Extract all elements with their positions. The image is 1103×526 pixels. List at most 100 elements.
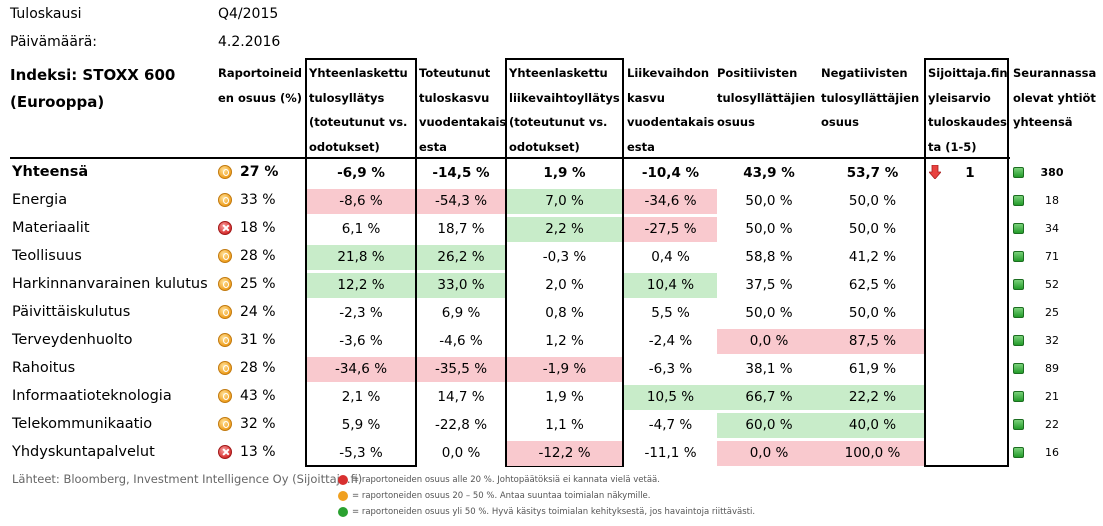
company-count: 71 [1045,250,1059,263]
cell-eps-surprise: -8,6 % [307,189,415,214]
status-orange-icon [218,389,232,403]
cell-rev-growth: -27,5 % [624,217,717,242]
legend-green-dot-icon [338,507,348,517]
reported-share: 33 % [240,192,276,208]
cell-eps-growth: -35,5 % [417,357,505,382]
cell-rev-surprise: 1,9 % [543,165,586,181]
row-label: Terveydenhuolto [12,332,133,348]
company-count: 16 [1045,446,1059,459]
cell-positive: 37,5 % [745,277,793,293]
cell-rev-growth: 5,5 % [651,305,690,321]
status-green-square-icon [1013,195,1024,206]
reported-share: 28 % [240,248,276,264]
header-eps-growth: Toteutunut tuloskasvu vuodentakais esta [419,66,507,154]
status-orange-icon [218,417,232,431]
cell-eps-growth: 0,0 % [441,445,481,461]
legend-red-dot-icon [338,475,348,485]
cell-rev-surprise: 1,1 % [545,417,584,433]
cell-eps-growth: 18,7 % [437,221,485,237]
status-orange-icon [218,277,232,291]
status-green-square-icon [1013,223,1024,234]
cell-eps-surprise: -34,6 % [307,357,415,382]
cell-positive: 66,7 % [717,385,821,410]
header-rev-surprise: Yhteenlaskettu liikevaihtoyllätys (toteu… [509,66,620,154]
cell-eps-surprise: -6,9 % [337,165,385,181]
estimate-value: 1 [965,165,975,181]
cell-rev-surprise: 1,2 % [545,333,584,349]
cell-eps-surprise: 2,1 % [341,389,381,405]
cell-eps-surprise: -3,6 % [339,333,383,349]
status-green-square-icon [1013,167,1024,178]
cell-eps-surprise: -5,3 % [339,445,383,461]
cell-rev-growth: 10,5 % [624,385,717,410]
header-separator [10,157,1010,159]
status-green-square-icon [1013,363,1024,374]
status-green-square-icon [1013,307,1024,318]
company-count: 89 [1045,362,1059,375]
status-red-icon [218,221,232,235]
company-count: 34 [1045,222,1059,235]
status-orange-icon [218,165,232,179]
header-positive: Positiivisten tulosyllättäjien osuus [717,66,816,129]
row-label: Informaatioteknologia [12,388,172,404]
status-orange-icon [218,333,232,347]
cell-rev-growth: -6,3 % [648,361,693,377]
row-label: Teollisuus [12,248,82,264]
reported-share: 27 % [240,164,279,180]
cell-negative: 50,0 % [848,305,897,321]
cell-eps-surprise: -2,3 % [339,305,383,321]
header-rev-growth: Liikevaihdon kasvu vuodentakais esta [627,66,715,154]
row-label: Materiaalit [12,220,90,236]
company-count: 32 [1045,334,1059,347]
down-arrow-icon [929,165,941,179]
company-count: 22 [1045,418,1059,431]
status-green-square-icon [1013,447,1024,458]
cell-rev-growth: 0,4 % [651,249,690,265]
cell-positive: 60,0 % [717,413,821,438]
sources-text: Lähteet: Bloomberg, Investment Intellige… [12,472,363,486]
status-orange-icon [218,361,232,375]
cell-rev-growth: -4,7 % [648,417,693,433]
season-value: Q4/2015 [218,6,279,22]
cell-rev-surprise: 2,0 % [545,277,584,293]
cell-rev-growth: -34,6 % [624,189,717,214]
cell-positive: 50,0 % [745,305,793,321]
cell-eps-surprise: 21,8 % [307,245,415,270]
legend-text: = raportoneiden osuus alle 20 %. Johtopä… [352,475,660,485]
status-green-square-icon [1013,335,1024,346]
cell-positive: 43,9 % [743,165,795,181]
row-label: Päivittäiskulutus [12,304,131,320]
cell-eps-growth: -14,5 % [432,165,490,181]
row-label: Telekommunikaatio [12,416,153,432]
cell-negative: 50,0 % [848,193,897,209]
cell-positive: 50,0 % [745,193,793,209]
reported-share: 24 % [240,304,276,320]
cell-negative: 50,0 % [848,221,897,237]
row-label: Rahoitus [12,360,76,376]
cell-negative: 53,7 % [846,165,899,181]
cell-positive: 38,1 % [745,361,793,377]
cell-rev-surprise: 2,2 % [507,217,622,242]
status-orange-icon [218,249,232,263]
cell-negative: 41,2 % [848,249,897,265]
row-label: Energia [12,192,68,208]
cell-rev-surprise: -0,3 % [542,249,587,265]
reported-share: 31 % [240,332,276,348]
cell-eps-growth: -4,6 % [439,333,483,349]
reported-share: 13 % [240,444,276,460]
cell-eps-growth: 6,9 % [441,305,481,321]
index-title: Indeksi: STOXX 600 (Eurooppa) [10,66,176,111]
date-label: Päivämäärä: [10,34,97,50]
reported-share: 28 % [240,360,276,376]
legend-text: = raportoneiden osuus 20 – 50 %. Antaa s… [352,491,651,501]
status-green-square-icon [1013,251,1024,262]
cell-positive: 50,0 % [745,221,793,237]
cell-rev-growth: 10,4 % [624,273,717,298]
status-orange-icon [218,305,232,319]
cell-eps-growth: -22,8 % [434,417,488,433]
header-reported: Raportoineid en osuus (%) [218,66,302,105]
cell-eps-growth: 26,2 % [417,245,505,270]
cell-negative: 87,5 % [821,329,924,354]
row-label: Yhdyskuntapalvelut [12,444,155,460]
header-negative: Negatiivisten tulosyllättäjien osuus [821,66,920,129]
